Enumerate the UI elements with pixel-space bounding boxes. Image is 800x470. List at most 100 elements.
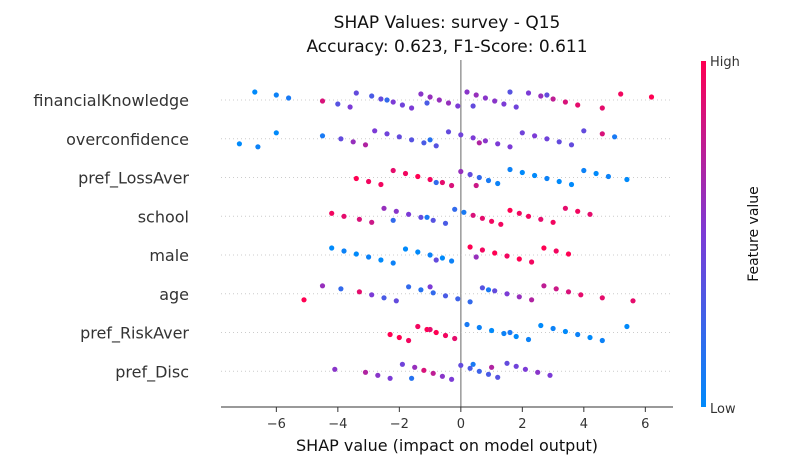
shap-point <box>418 287 424 293</box>
shap-point <box>489 364 495 370</box>
shap-point <box>439 179 445 186</box>
shap-point <box>332 366 338 372</box>
shap-point <box>553 248 559 254</box>
shap-point <box>504 253 510 259</box>
shap-point <box>427 252 433 258</box>
shap-point <box>396 134 402 140</box>
feature-label: pref_LossAver <box>78 169 189 189</box>
shap-point <box>532 133 538 139</box>
shap-point <box>587 211 593 217</box>
shap-point <box>562 99 569 105</box>
shap-point <box>369 219 375 225</box>
shap-point <box>489 218 495 224</box>
shap-point <box>381 205 387 211</box>
shap-point <box>442 293 449 299</box>
shap-point <box>593 170 599 177</box>
shap-point <box>498 221 504 227</box>
shap-point <box>455 296 461 302</box>
shap-point <box>433 143 439 149</box>
shap-point <box>439 255 445 261</box>
chart-subtitle: Accuracy: 0.623, F1-Score: 0.611 <box>306 37 587 57</box>
shap-point <box>427 284 433 290</box>
shap-point <box>439 373 445 379</box>
shap-point <box>329 210 335 216</box>
shap-point <box>356 289 362 295</box>
shap-point <box>470 135 476 141</box>
shap-point <box>378 181 384 188</box>
shap-point <box>525 336 532 343</box>
shap-point <box>541 245 547 251</box>
shap-point <box>495 141 501 147</box>
shap-point <box>430 370 436 376</box>
shap-point <box>568 181 575 188</box>
shap-point <box>350 139 356 145</box>
feature-label: age <box>159 285 189 304</box>
shap-point <box>353 90 359 96</box>
shap-point <box>599 131 605 137</box>
shap-point <box>458 362 464 368</box>
shap-point <box>390 167 396 174</box>
shap-point <box>473 182 479 189</box>
shap-point <box>378 96 384 102</box>
shap-point <box>409 375 415 381</box>
feature-label: financialKnowledge <box>33 91 189 110</box>
shap-point <box>421 367 427 373</box>
shap-point <box>449 182 455 189</box>
shap-point <box>556 178 562 185</box>
shap-point <box>430 290 436 296</box>
shap-point <box>430 217 436 223</box>
shap-point <box>433 179 439 186</box>
shap-point <box>445 129 452 135</box>
shap-point <box>565 289 572 295</box>
shap-point <box>384 131 390 137</box>
shap-point <box>442 220 449 226</box>
shap-point <box>492 288 498 294</box>
shap-point <box>550 325 556 332</box>
shap-point <box>562 205 569 211</box>
shap-point <box>319 283 326 289</box>
shap-point <box>396 334 402 341</box>
shap-point <box>535 369 541 375</box>
shap-point <box>473 254 479 260</box>
shap-point <box>501 101 507 107</box>
shap-point <box>369 292 375 298</box>
shap-point <box>421 140 427 146</box>
feature-label: pref_RiskAver <box>80 324 189 344</box>
shap-point <box>525 213 532 219</box>
shap-point <box>501 330 507 337</box>
shap-point <box>522 366 529 372</box>
shap-point <box>341 213 347 219</box>
shap-point <box>568 142 575 148</box>
shap-point <box>612 134 618 140</box>
shap-point <box>470 361 476 367</box>
shap-point <box>513 333 519 340</box>
shap-point <box>648 94 655 100</box>
shap-point <box>479 285 485 291</box>
shap-point <box>449 376 455 382</box>
colorbar-title: Feature value <box>746 186 762 282</box>
shap-point <box>492 98 498 104</box>
shap-point <box>338 136 344 142</box>
shap-point <box>575 102 581 108</box>
shap-point <box>452 335 458 342</box>
shap-point <box>538 322 544 329</box>
feature-label: male <box>149 246 189 265</box>
shap-point <box>485 371 492 377</box>
shap-point <box>538 216 544 222</box>
shap-point <box>556 139 562 145</box>
shap-point <box>578 292 584 298</box>
shap-point <box>387 331 393 338</box>
shap-point <box>516 210 522 216</box>
shap-point <box>427 326 433 333</box>
x-tick-label: 4 <box>580 417 588 432</box>
shap-point <box>402 170 409 177</box>
shap-point <box>409 137 415 143</box>
feature-label: pref_Disc <box>115 362 189 382</box>
shap-point <box>547 372 553 378</box>
shap-point <box>384 97 390 103</box>
shap-point <box>624 323 630 330</box>
shap-point <box>252 89 258 95</box>
chart-title: SHAP Values: survey - Q15 <box>334 13 561 33</box>
shap-point <box>485 177 492 184</box>
x-tick-label: 6 <box>641 417 649 432</box>
